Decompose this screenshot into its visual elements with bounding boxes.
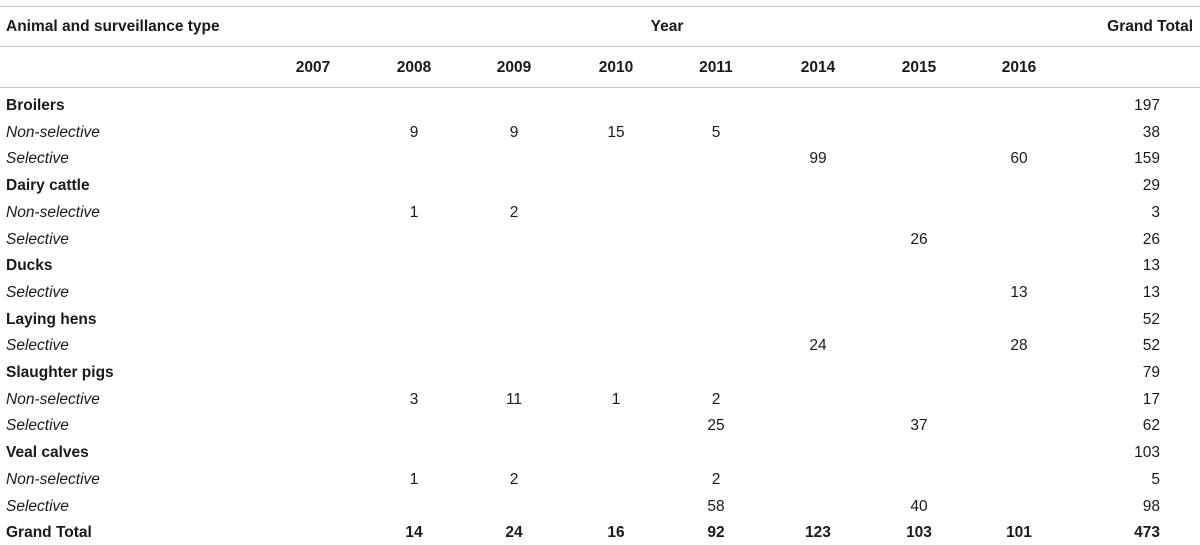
table-cell: 92 [707, 524, 725, 541]
table-cell: 60 [1010, 150, 1028, 167]
header-rule [0, 87, 1200, 88]
row-label: Dairy cattle [6, 177, 90, 194]
year-header: 2007 [295, 59, 331, 76]
row-grand-total: 98 [1142, 498, 1160, 515]
row-label: Non-selective [6, 391, 100, 408]
row-grand-total: 26 [1142, 231, 1160, 248]
table-cell: 9 [509, 124, 519, 141]
row-grand-total: 17 [1142, 391, 1160, 408]
row-label: Non-selective [6, 204, 100, 221]
row-grand-total: 13 [1142, 284, 1160, 301]
row-label: Laying hens [6, 311, 97, 328]
row-label: Selective [6, 284, 69, 301]
table-cell: 1 [409, 471, 419, 488]
table-cell: 2 [509, 471, 519, 488]
year-header: 2015 [901, 59, 937, 76]
year-group-rule [0, 46, 1200, 47]
table-cell: 13 [1010, 284, 1028, 301]
table-cell: 2 [711, 471, 721, 488]
row-grand-total: 79 [1142, 364, 1160, 381]
year-header: 2014 [800, 59, 836, 76]
row-label: Non-selective [6, 124, 100, 141]
table-cell: 5 [711, 124, 721, 141]
table-cell: 1 [409, 204, 419, 221]
table-cell: 101 [1006, 524, 1032, 541]
row-label: Non-selective [6, 471, 100, 488]
row-label: Broilers [6, 97, 65, 114]
row-grand-total: 103 [1134, 444, 1160, 461]
table-cell: 28 [1010, 337, 1028, 354]
year-group-header: Year [650, 18, 684, 35]
row-label-header: Animal and surveillance type [6, 18, 220, 35]
table-cell: 40 [910, 498, 928, 515]
row-grand-total: 5 [1151, 471, 1160, 488]
table-cell: 58 [707, 498, 725, 515]
year-header: 2011 [699, 59, 733, 76]
row-label: Selective [6, 150, 69, 167]
row-label: Grand Total [6, 524, 92, 541]
table-cell: 99 [809, 150, 827, 167]
row-label: Selective [6, 337, 69, 354]
table-cell: 26 [910, 231, 928, 248]
year-header: 2016 [1001, 59, 1037, 76]
grand-total-header: Grand Total [1107, 18, 1193, 35]
table-cell: 9 [409, 124, 419, 141]
table-cell: 24 [809, 337, 827, 354]
row-grand-total: 52 [1142, 337, 1160, 354]
table-cell: 2 [711, 391, 721, 408]
row-grand-total: 473 [1134, 524, 1160, 541]
row-label: Veal calves [6, 444, 89, 461]
table-cell: 24 [505, 524, 523, 541]
table-cell: 3 [409, 391, 419, 408]
table-cell: 1 [611, 391, 621, 408]
year-header: 2008 [396, 59, 432, 76]
row-grand-total: 52 [1142, 311, 1160, 328]
year-header: 2009 [496, 59, 532, 76]
row-label: Selective [6, 498, 69, 515]
table-cell: 15 [607, 124, 625, 141]
table-cell: 103 [906, 524, 932, 541]
row-grand-total: 197 [1134, 97, 1160, 114]
table-cell: 16 [607, 524, 625, 541]
table-cell: 2 [509, 204, 519, 221]
row-grand-total: 29 [1142, 177, 1160, 194]
table-cell: 11 [505, 391, 523, 408]
table-cell: 14 [405, 524, 423, 541]
row-label: Slaughter pigs [6, 364, 114, 381]
table-cell: 25 [707, 417, 725, 434]
row-label: Ducks [6, 257, 53, 274]
top-rule [0, 6, 1200, 7]
row-grand-total: 38 [1142, 124, 1160, 141]
row-grand-total: 62 [1142, 417, 1160, 434]
year-header: 2010 [598, 59, 634, 76]
row-grand-total: 3 [1151, 204, 1160, 221]
row-grand-total: 13 [1142, 257, 1160, 274]
row-grand-total: 159 [1134, 150, 1160, 167]
row-label: Selective [6, 231, 69, 248]
table-cell: 37 [910, 417, 928, 434]
table-cell: 123 [805, 524, 831, 541]
row-label: Selective [6, 417, 69, 434]
